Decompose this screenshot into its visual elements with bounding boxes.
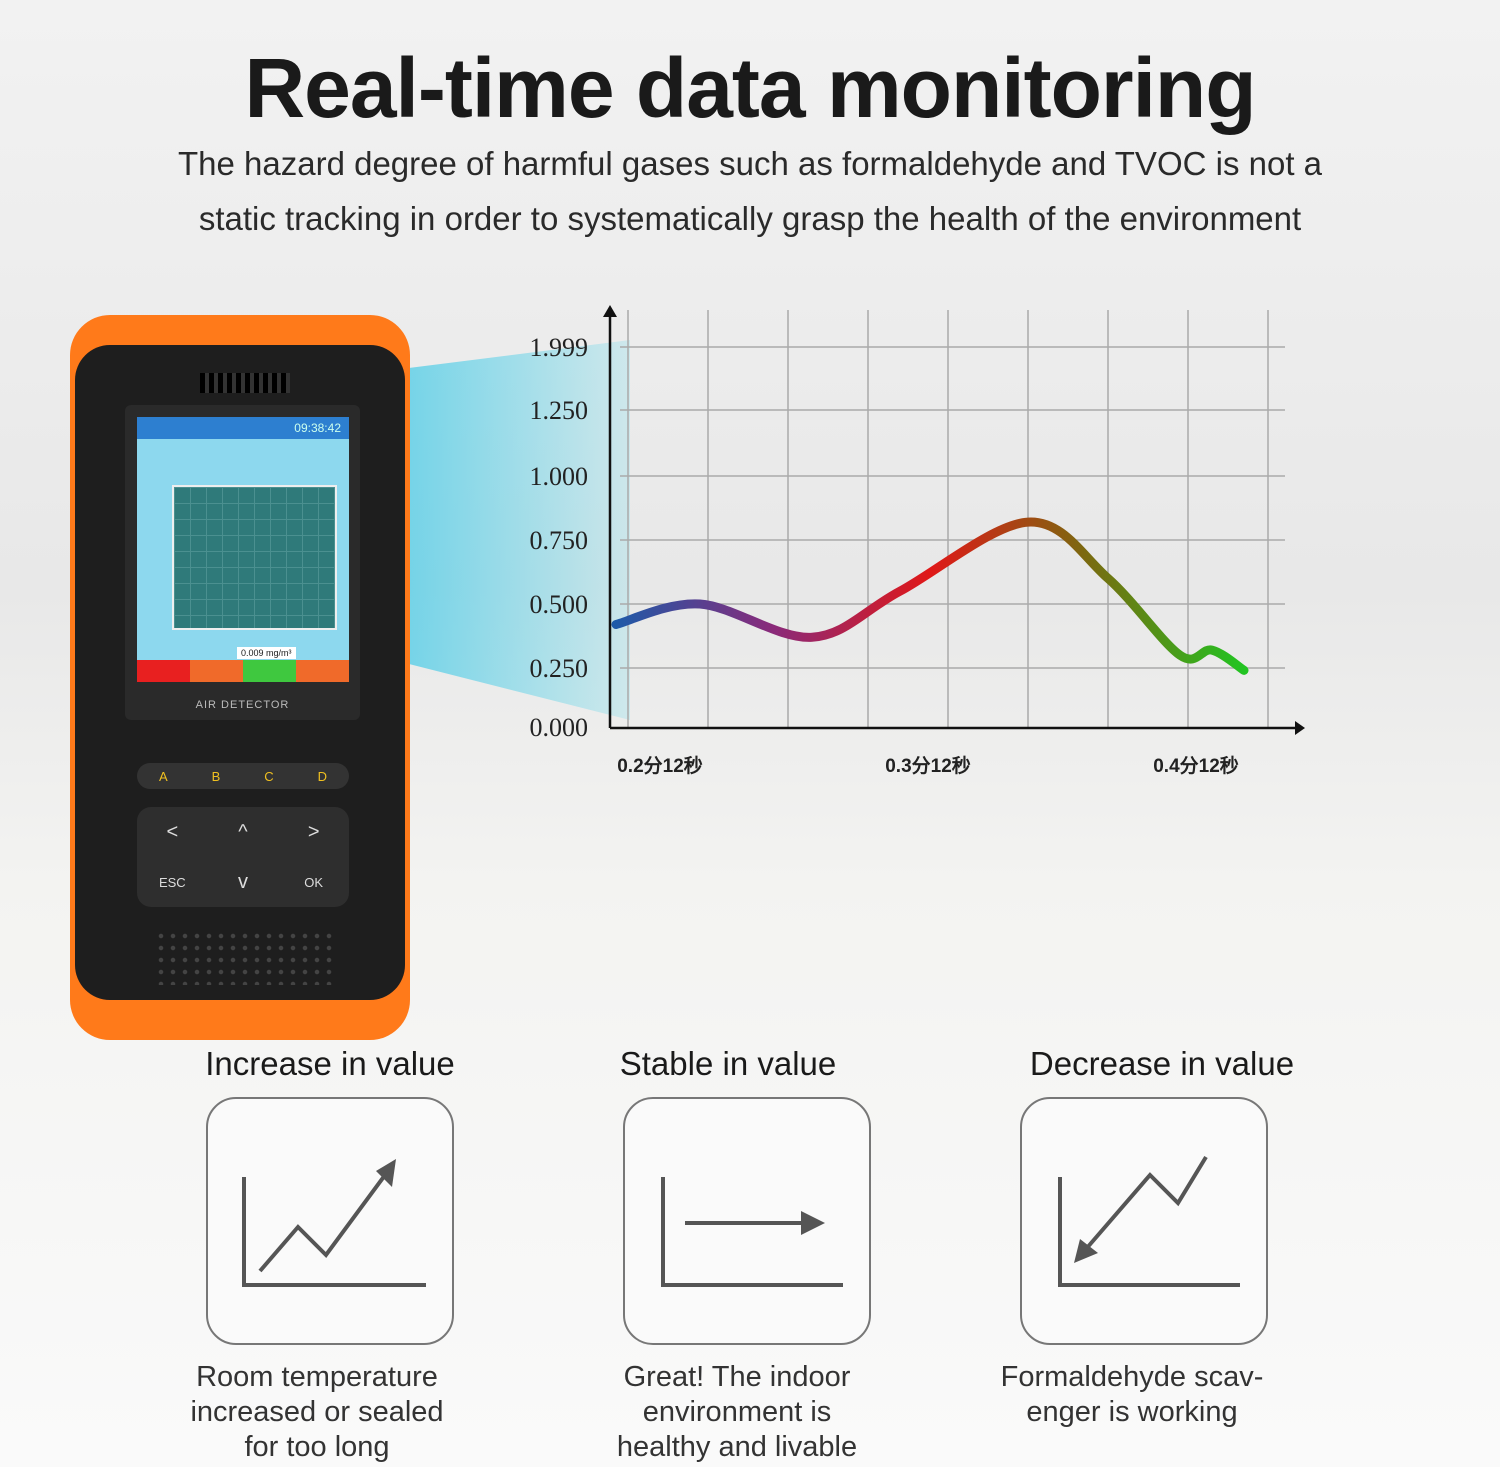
esc-button[interactable]: ESC [158, 874, 186, 890]
x-tick-label: 0.2分12秒 [617, 754, 703, 777]
trend-title-stable: Stable in value [619, 1045, 837, 1082]
speaker-grille [155, 930, 335, 985]
decrease-trend-card [1020, 1097, 1268, 1345]
page-title: Real-time data monitoring [244, 41, 1256, 135]
y-tick-label: 1.000 [530, 462, 589, 491]
right-button[interactable]: > [307, 820, 320, 843]
vent-grille [200, 373, 290, 393]
device-screen: 09:38:42 0.009 mg/m³ AIR DETECTOR [125, 405, 360, 720]
trend-title-increase: Increase in value [205, 1045, 455, 1082]
desc-line: Room temperature [196, 1361, 438, 1393]
up-button[interactable]: ^ [238, 820, 248, 843]
ok-button[interactable]: OK [304, 874, 324, 890]
down-button[interactable]: v [237, 870, 248, 893]
button-a[interactable]: A [158, 768, 168, 784]
increase-description: Room temperature increased or sealed for t… [137, 1360, 497, 1465]
subtitle-line-1: The hazard degree of harmful gases such … [177, 145, 1323, 182]
function-buttons: A B C D [137, 763, 349, 789]
y-tick-label: 1.999 [530, 333, 589, 362]
increase-trend-card [206, 1097, 454, 1345]
decrease-description: Formaldehyde scav-enger is working [952, 1360, 1312, 1430]
x-tick-label: 0.3分12秒 [885, 754, 971, 777]
trend-title-decrease: Decrease in value [1029, 1045, 1295, 1082]
stable-trend-card [623, 1097, 871, 1345]
stable-chart-icon [661, 1177, 843, 1287]
display-clock: 09:38:42 [137, 417, 349, 439]
y-tick-label: 0.500 [530, 590, 589, 619]
display-reading: 0.009 mg/m³ [237, 647, 296, 659]
left-button[interactable]: < [166, 820, 179, 843]
desc-line: for too long [244, 1431, 390, 1463]
nav-pad: < ^ > ESC v OK [137, 807, 349, 907]
decreasing-chart-icon [1058, 1155, 1240, 1287]
device-body: 09:38:42 0.009 mg/m³ AIR DETECTOR A B C … [75, 345, 405, 1000]
concentration-chart: 0.000 0.250 0.500 0.750 1.000 1.250 1.999 0.2分1… [530, 305, 1305, 777]
button-d[interactable]: D [317, 768, 328, 784]
x-tick-label: 0.4分12秒 [1153, 754, 1239, 777]
desc-line: Formaldehyde scav- [1000, 1361, 1264, 1393]
desc-line: enger is working [1026, 1396, 1238, 1428]
display-plot [172, 485, 337, 630]
stable-description: Great! The indoor environment is healthy a… [557, 1360, 917, 1465]
button-c[interactable]: C [264, 768, 274, 784]
level-indicator [137, 660, 349, 682]
display: 09:38:42 0.009 mg/m³ [137, 417, 349, 682]
level-red [137, 660, 190, 682]
button-b[interactable]: B [211, 768, 221, 784]
desc-line: Great! The indoor [623, 1361, 851, 1393]
series-line [611, 517, 1249, 675]
desc-line: healthy and livable [616, 1431, 858, 1463]
y-tick-label: 0.250 [530, 654, 589, 683]
y-tick-label: 0.000 [530, 713, 589, 742]
level-orange [190, 660, 243, 682]
increasing-chart-icon [242, 1159, 426, 1287]
y-tick-label: 1.250 [530, 396, 589, 425]
desc-line: increased or sealed [190, 1396, 444, 1428]
air-detector-device: 09:38:42 0.009 mg/m³ AIR DETECTOR A B C … [70, 315, 410, 1040]
desc-line: environment is [642, 1396, 832, 1428]
device-brand: AIR DETECTOR [195, 699, 290, 711]
level-green [243, 660, 296, 682]
y-tick-label: 0.750 [530, 526, 589, 555]
level-orange-2 [296, 660, 349, 682]
subtitle-line-2: static tracking in order to systematical… [198, 200, 1302, 237]
x-axis-arrow [1295, 721, 1305, 735]
y-axis-arrow [603, 305, 617, 317]
